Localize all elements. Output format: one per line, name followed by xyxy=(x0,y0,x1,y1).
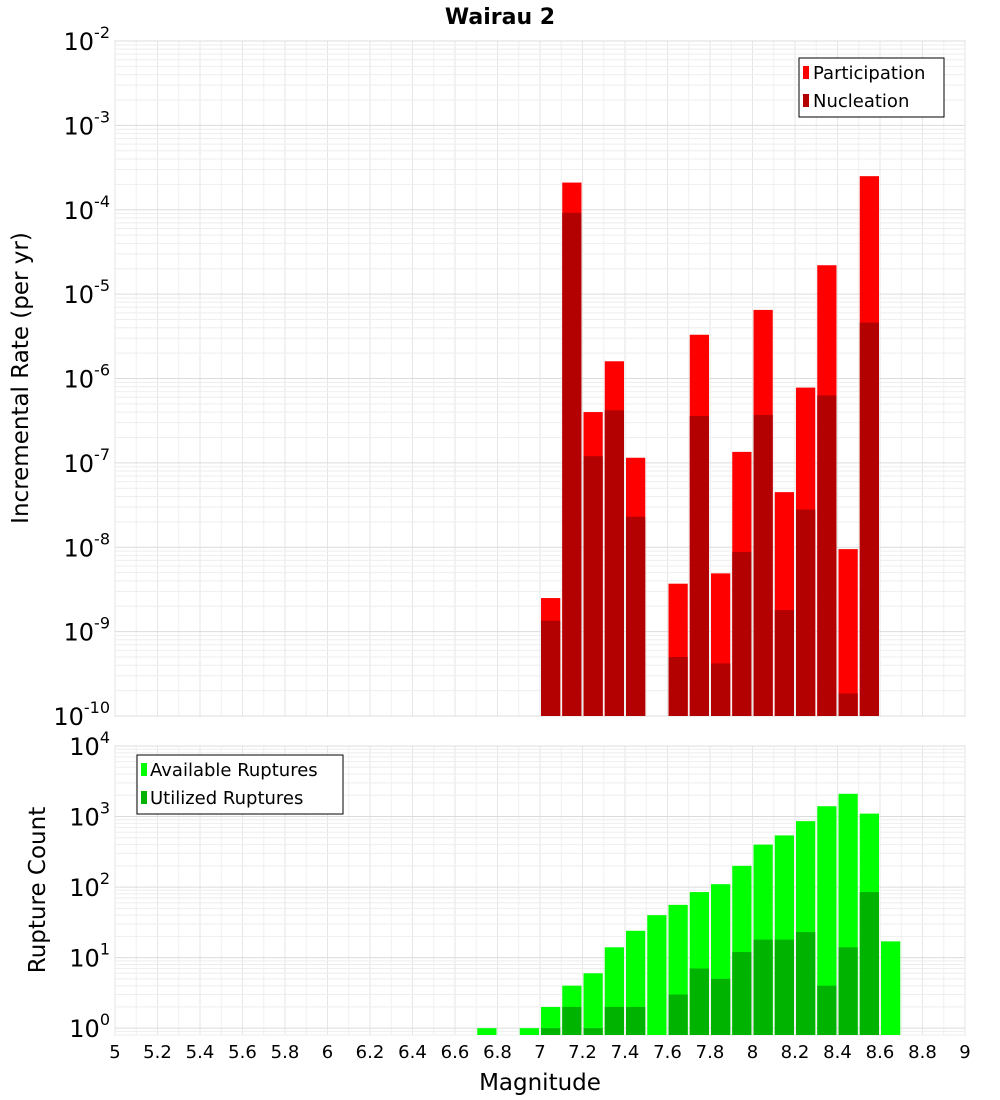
count-y-tick-label: 101 xyxy=(69,940,110,973)
x-tick-label: 8.6 xyxy=(866,1042,895,1063)
x-tick-label: 5.6 xyxy=(228,1042,257,1063)
rate-y-ticks: 10-10 10-9 10-8 10-7 10-6 10-5 10-4 10-3 10-2 xyxy=(53,23,110,731)
bar-utilized-ruptures xyxy=(796,932,816,1035)
x-tick-label: 6.8 xyxy=(483,1042,512,1063)
bar-utilized-ruptures xyxy=(541,1028,561,1035)
bar-utilized-ruptures xyxy=(626,1006,646,1035)
x-tick-label: 5.8 xyxy=(271,1042,300,1063)
x-tick-label: 5.2 xyxy=(143,1042,172,1063)
count-bars xyxy=(477,793,901,1035)
legend-label-participation: Participation xyxy=(813,63,925,84)
bar-utilized-ruptures xyxy=(562,1006,582,1035)
count-y-axis-label: Rupture Count xyxy=(25,807,51,973)
chart-title: Wairau 2 xyxy=(445,5,555,30)
bar-nucleation xyxy=(541,620,561,716)
count-y-tick-label: 100 xyxy=(69,1010,110,1043)
x-tick-label: 8.2 xyxy=(781,1042,810,1063)
count-legend-box xyxy=(136,754,344,815)
rate-y-tick-label: 10-8 xyxy=(64,529,111,562)
count-y-tick-label: 104 xyxy=(69,728,110,761)
bar-participation xyxy=(838,549,858,716)
bar-nucleation xyxy=(626,516,646,716)
bar-available-ruptures xyxy=(519,1028,539,1035)
bar-available-ruptures xyxy=(583,973,603,1035)
bar-nucleation xyxy=(604,410,624,716)
count-legend: Available Ruptures Utilized Ruptures xyxy=(136,754,344,815)
bar-available-ruptures xyxy=(647,915,667,1035)
rate-y-tick-label: 10-9 xyxy=(64,614,111,647)
count-y-tick-label: 103 xyxy=(69,799,110,832)
x-tick-label: 7.8 xyxy=(696,1042,725,1063)
bar-nucleation xyxy=(732,551,752,716)
rate-y-tick-label: 10-5 xyxy=(64,276,111,309)
x-tick-label: 7.2 xyxy=(568,1042,597,1063)
bar-utilized-ruptures xyxy=(604,1006,624,1035)
rate-panel: 10-10 10-9 10-8 10-7 10-6 10-5 10-4 10-3 10-2 In… xyxy=(8,23,966,731)
rate-y-axis-label: Incremental Rate (per yr) xyxy=(8,232,34,524)
rate-y-tick-label: 10-7 xyxy=(64,445,111,478)
bar-nucleation xyxy=(668,657,688,716)
legend-label-utilized-ruptures: Utilized Ruptures xyxy=(150,788,303,809)
x-tick-label: 6.2 xyxy=(356,1042,385,1063)
bar-nucleation xyxy=(562,212,582,716)
count-y-ticks: 100 101 102 103 104 xyxy=(69,728,110,1043)
legend-label-available-ruptures: Available Ruptures xyxy=(150,760,318,781)
x-tick-label: 5 xyxy=(109,1042,120,1063)
rate-bars xyxy=(541,176,879,716)
rate-legend: Participation Nucleation xyxy=(798,57,945,118)
rate-grid xyxy=(114,40,966,717)
bar-utilized-ruptures xyxy=(817,985,837,1035)
bar-utilized-ruptures xyxy=(774,939,794,1035)
bar-nucleation xyxy=(583,456,603,716)
bar-utilized-ruptures xyxy=(583,1028,603,1035)
x-tick-label: 9 xyxy=(959,1042,970,1063)
bar-available-ruptures xyxy=(817,806,837,1035)
bar-utilized-ruptures xyxy=(859,892,879,1035)
magnitude-x-ticks: 5 5.2 5.4 5.6 5.8 6 6.2 6.4 6.6 6.8 7 7.2 7.4 7.6 7.8 8… xyxy=(109,1042,970,1063)
rate-y-tick-label: 10-2 xyxy=(64,23,111,56)
legend-swatch-participation xyxy=(803,66,809,79)
x-tick-label: 8.8 xyxy=(908,1042,937,1063)
bar-nucleation xyxy=(796,509,816,716)
rate-y-tick-label: 10-4 xyxy=(64,192,111,225)
rate-legend-box xyxy=(798,57,945,118)
bar-nucleation xyxy=(817,395,837,716)
rate-y-tick-label: 10-6 xyxy=(64,361,111,394)
bar-available-ruptures xyxy=(541,1006,561,1035)
x-tick-label: 6.4 xyxy=(398,1042,427,1063)
bar-nucleation xyxy=(838,693,858,716)
legend-swatch-available-ruptures xyxy=(141,763,147,776)
x-tick-label: 6 xyxy=(322,1042,333,1063)
x-tick-label: 8.4 xyxy=(823,1042,852,1063)
bar-utilized-ruptures xyxy=(711,978,731,1035)
bar-available-ruptures xyxy=(881,941,901,1035)
x-tick-label: 5.4 xyxy=(186,1042,215,1063)
bar-available-ruptures xyxy=(477,1028,497,1035)
bar-nucleation xyxy=(689,415,709,716)
x-tick-label: 7.4 xyxy=(611,1042,640,1063)
magnitude-x-axis-label: Magnitude xyxy=(479,1070,601,1096)
bar-nucleation xyxy=(859,322,879,716)
legend-swatch-nucleation xyxy=(803,94,809,107)
bar-utilized-ruptures xyxy=(689,968,709,1035)
x-tick-label: 7.6 xyxy=(653,1042,682,1063)
legend-swatch-utilized-ruptures xyxy=(141,791,147,804)
bar-nucleation xyxy=(753,414,773,716)
count-y-tick-label: 102 xyxy=(69,869,110,902)
x-tick-label: 8 xyxy=(747,1042,758,1063)
bar-utilized-ruptures xyxy=(732,952,752,1035)
count-panel: 100 101 102 103 104 5 5.2 5.4 5.6 5.8 6 6.2 6.4 6.6 6… xyxy=(25,728,971,1096)
x-tick-label: 6.6 xyxy=(441,1042,470,1063)
bar-utilized-ruptures xyxy=(668,994,688,1035)
bar-nucleation xyxy=(774,610,794,716)
x-tick-label: 7 xyxy=(534,1042,545,1063)
legend-label-nucleation: Nucleation xyxy=(813,91,909,112)
bar-utilized-ruptures xyxy=(753,939,773,1035)
bar-nucleation xyxy=(711,663,731,716)
rate-y-tick-label: 10-10 xyxy=(53,698,110,731)
rate-y-tick-label: 10-3 xyxy=(64,107,111,140)
bar-utilized-ruptures xyxy=(838,947,858,1035)
